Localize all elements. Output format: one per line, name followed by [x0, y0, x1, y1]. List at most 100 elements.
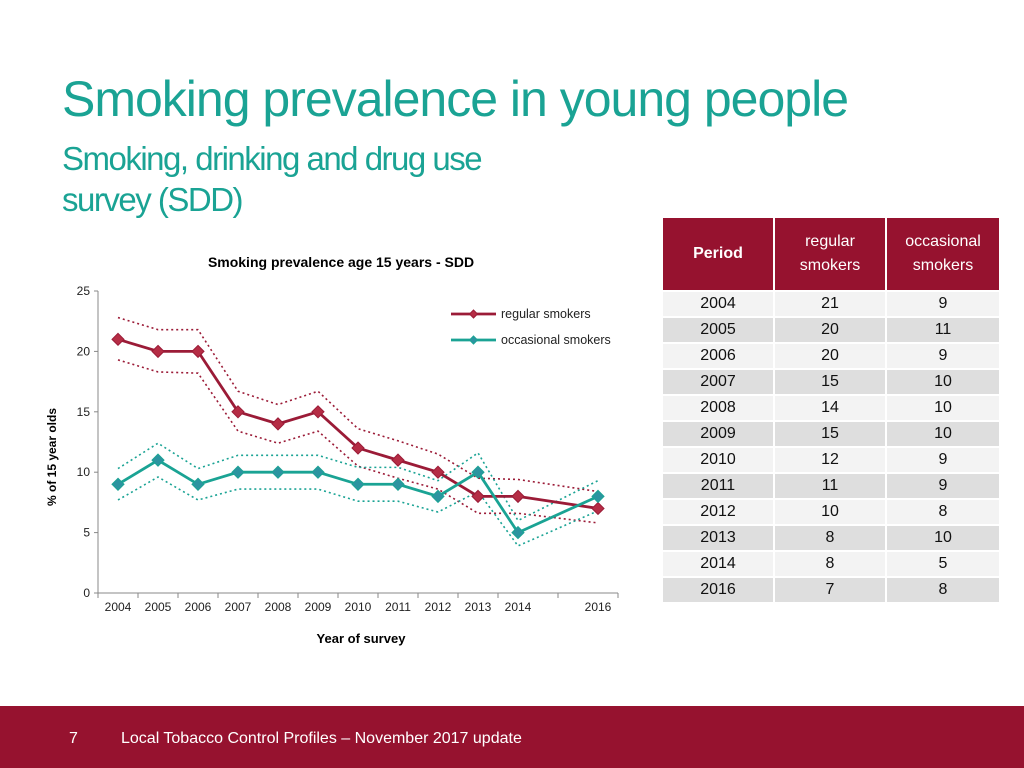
- header-regular-line-2: smokers: [799, 257, 861, 274]
- x-tick-label: 2008: [265, 600, 292, 614]
- x-tick-label: 2007: [225, 600, 252, 614]
- cell-regular: 21: [775, 292, 885, 316]
- regular-smokers-point: [591, 501, 605, 516]
- cell-period: 2008: [663, 396, 773, 420]
- table-row: 2016 7 8: [663, 578, 999, 602]
- table-row: 2014 8 5: [663, 552, 999, 576]
- table-row: 2009 15 10: [663, 422, 999, 446]
- occasional-smokers-point: [431, 489, 445, 504]
- regular-smokers-lower-ci-line: [117, 359, 599, 524]
- table-row: 2006 20 9: [663, 344, 999, 368]
- occasional-smokers-point: [511, 525, 525, 540]
- cell-regular: 14: [775, 396, 885, 420]
- y-tick-label: 20: [77, 344, 91, 358]
- cell-regular: 20: [775, 318, 885, 342]
- regular-smokers-point: [151, 344, 165, 359]
- occasional-smokers-point: [311, 465, 325, 479]
- x-tick-label: 2012: [425, 600, 452, 614]
- table-row: 2013 8 10: [663, 526, 999, 550]
- x-tick-label: 2005: [145, 600, 172, 614]
- x-tick-label: 2014: [505, 600, 532, 614]
- occasional-smokers-point: [591, 489, 605, 504]
- regular-smokers-point: [511, 489, 525, 504]
- cell-regular: 10: [775, 500, 885, 524]
- cell-regular: 8: [775, 526, 885, 550]
- cell-occasional: 10: [887, 396, 999, 420]
- cell-regular: 7: [775, 578, 885, 602]
- occasional-smokers-point: [231, 465, 245, 479]
- regular-smokers-point: [391, 453, 405, 467]
- cell-occasional: 8: [887, 500, 999, 524]
- table-header-row: Period regular smokers occasional smoker…: [663, 218, 999, 290]
- footer-bar: 7 Local Tobacco Control Profiles – Novem…: [0, 706, 1024, 768]
- cell-regular: 11: [775, 474, 885, 498]
- subtitle-line-2: survey (SDD): [62, 181, 244, 218]
- cell-period: 2012: [663, 500, 773, 524]
- page-number: 7: [69, 730, 78, 747]
- y-axis-label: % of 15 year olds: [45, 408, 59, 506]
- regular-smokers-upper-ci-line: [117, 316, 599, 493]
- header-occasional-smokers: occasional smokers: [887, 218, 999, 290]
- occasional-smokers-point: [151, 453, 165, 467]
- x-tick-label: 2011: [385, 600, 411, 614]
- series-lines: [117, 337, 599, 535]
- cell-period: 2009: [663, 422, 773, 446]
- table-row: 2005 20 11: [663, 318, 999, 342]
- cell-occasional: 10: [887, 422, 999, 446]
- legend-occasional-smokers-label: occasional smokers: [501, 333, 611, 347]
- cell-period: 2007: [663, 370, 773, 394]
- x-tick-label: 2009: [305, 600, 332, 614]
- regular-smokers-point: [431, 465, 445, 479]
- prevalence-table: Period regular smokers occasional smoker…: [661, 216, 1001, 604]
- table-row: 2012 10 8: [663, 500, 999, 524]
- slide-title: Smoking prevalence in young people: [62, 71, 849, 127]
- table-row: 2007 15 10: [663, 370, 999, 394]
- x-tick-label: 2004: [105, 600, 132, 614]
- occasional-smokers-point: [351, 477, 365, 491]
- occasional-smokers-point: [471, 465, 485, 479]
- subtitle-line-1: Smoking, drinking and drug use: [62, 140, 483, 177]
- x-tick-label: 2010: [345, 600, 372, 614]
- cell-occasional: 9: [887, 474, 999, 498]
- x-tick-label: 2006: [185, 600, 212, 614]
- y-tick-label: 15: [77, 405, 91, 419]
- table-row: 2004 21 9: [663, 292, 999, 316]
- y-tick-label: 0: [83, 586, 90, 600]
- cell-occasional: 9: [887, 448, 999, 472]
- cell-period: 2004: [663, 292, 773, 316]
- cell-occasional: 9: [887, 292, 999, 316]
- footer-text: Local Tobacco Control Profiles – Novembe…: [121, 730, 522, 747]
- cell-regular: 12: [775, 448, 885, 472]
- regular-smokers-point: [111, 332, 125, 347]
- table-row: 2011 11 9: [663, 474, 999, 498]
- cell-occasional: 11: [887, 318, 999, 342]
- header-regular-line-1: regular: [805, 233, 855, 250]
- cell-occasional: 9: [887, 344, 999, 368]
- cell-occasional: 10: [887, 370, 999, 394]
- cell-regular: 8: [775, 552, 885, 576]
- table-row: 2008 14 10: [663, 396, 999, 420]
- x-tick-label: 2016: [585, 600, 612, 614]
- header-occasional-line-1: occasional: [905, 233, 981, 250]
- chart-title: Smoking prevalence age 15 years - SDD: [208, 254, 474, 270]
- confidence-bands: [117, 316, 599, 547]
- cell-period: 2005: [663, 318, 773, 342]
- cell-occasional: 8: [887, 578, 999, 602]
- series-markers: [111, 332, 605, 540]
- header-period: Period: [663, 218, 773, 290]
- regular-smokers-point: [271, 417, 285, 431]
- cell-period: 2013: [663, 526, 773, 550]
- legend-regular-smokers-label: regular smokers: [501, 307, 591, 321]
- cell-period: 2006: [663, 344, 773, 368]
- cell-period: 2010: [663, 448, 773, 472]
- smoking-prevalence-chart: Smoking prevalence age 15 years - SDD % …: [45, 254, 619, 646]
- occasional-smokers-upper-ci-line: [117, 442, 599, 522]
- slide-subtitle: Smoking, drinking and drug use survey (S…: [62, 138, 483, 220]
- occasional-smokers-point: [391, 477, 405, 491]
- y-tick-label: 10: [77, 465, 91, 479]
- cell-regular: 15: [775, 370, 885, 394]
- occasional-smokers-point: [111, 477, 125, 491]
- cell-period: 2016: [663, 578, 773, 602]
- legend-regular-smokers-marker: [468, 309, 479, 319]
- cell-regular: 15: [775, 422, 885, 446]
